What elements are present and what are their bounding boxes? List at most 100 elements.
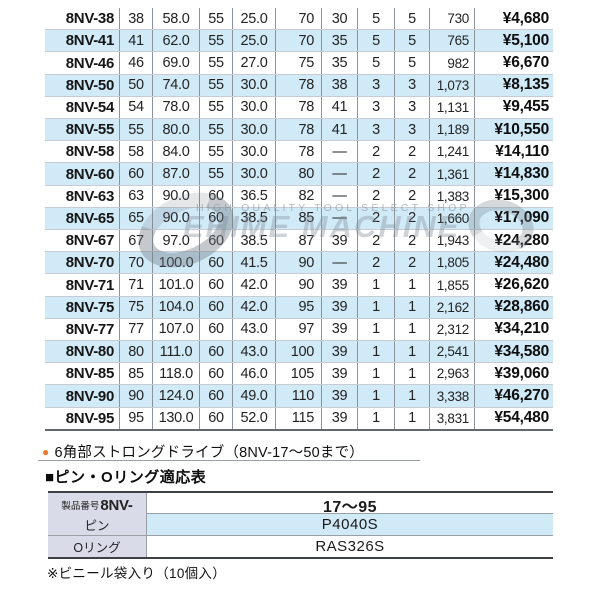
qty1-cell: 2 [358, 141, 395, 163]
length-cell: 69.0 [153, 52, 200, 74]
weight-cell: 2,541 [430, 341, 475, 363]
length-cell: 84.0 [153, 141, 200, 163]
weight-cell: 2,162 [430, 296, 475, 318]
model-cell: 8NV-65 [45, 207, 120, 230]
oring-value: RAS326S [315, 537, 385, 555]
dim1-cell: 60 [200, 185, 233, 207]
oring-label: Oリング [48, 535, 147, 557]
qty1-cell: 2 [358, 230, 395, 252]
size-cell: 55 [120, 119, 153, 141]
length-cell: 58.0 [153, 8, 200, 30]
length-cell: 107.0 [153, 318, 200, 341]
table-row: 8NV-71 71 101.0 60 42.0 90 39 1 1 1,855 … [45, 274, 553, 297]
table-row: 8NV-60 60 87.0 55 30.0 80 — 2 2 1,361 ¥1… [45, 163, 553, 186]
size-cell: 90 [120, 385, 153, 407]
dim2-cell: 38.5 [233, 230, 276, 252]
model-cell: 8NV-77 [45, 318, 120, 341]
dim3-cell: 35 [322, 52, 358, 74]
qty1-cell: 5 [358, 30, 395, 52]
price-cell: ¥46,270 [494, 387, 549, 405]
qty2-cell: 3 [395, 74, 430, 96]
dim2-cell: 36.5 [233, 185, 276, 207]
price-cell: ¥24,280 [494, 231, 549, 249]
qty1-cell: 3 [358, 74, 395, 96]
length-cell: 90.0 [153, 185, 200, 207]
model-cell: 8NV-95 [45, 407, 120, 429]
size-cell: 75 [120, 296, 153, 318]
price-cell: ¥34,210 [494, 320, 549, 338]
length-cell: 80.0 [153, 119, 200, 141]
length-cell: 101.0 [153, 274, 200, 296]
table-row: 8NV-65 65 90.0 60 38.5 85 — 2 2 1,660 ¥1… [45, 207, 553, 231]
dim1-cell: 60 [200, 296, 233, 318]
dim1-cell: 60 [200, 407, 233, 429]
table-row: 8NV-90 90 124.0 60 49.0 110 39 1 1 3,338… [45, 385, 553, 408]
qty1-cell: 2 [358, 185, 395, 207]
dim2-cell: 46.0 [233, 363, 276, 385]
table-row: 8NV-63 63 90.0 60 36.5 82 — 2 2 1,383 ¥1… [45, 185, 553, 208]
hex-drive-note: ● 6角部ストロングドライブ（8NV-17～50まで） [42, 441, 364, 462]
qty2-cell: 1 [395, 318, 430, 341]
weight-cell: 1,383 [430, 185, 475, 207]
qty1-cell: 5 [358, 8, 395, 30]
diameter-cell: 110 [276, 385, 322, 407]
qty2-cell: 1 [395, 274, 430, 296]
dim3-cell: 39 [322, 341, 358, 363]
model-cell: 8NV-75 [45, 296, 120, 318]
qty2-cell: 5 [395, 52, 430, 74]
qty1-cell: 3 [358, 119, 395, 141]
model-number-label-bold: 8NV- [100, 496, 133, 514]
dim1-cell: 55 [200, 8, 233, 30]
dim3-cell: 39 [322, 385, 358, 407]
table-row: 8NV-67 67 97.0 60 38.5 87 39 2 2 1,943 ¥… [45, 230, 553, 253]
dim2-cell: 42.0 [233, 296, 276, 318]
price-cell: ¥54,480 [494, 409, 549, 427]
dim1-cell: 60 [200, 341, 233, 363]
qty1-cell: 2 [358, 252, 395, 274]
table-row: 8NV-41 41 62.0 55 25.0 70 35 5 5 765 ¥5,… [45, 30, 553, 53]
length-cell: 124.0 [153, 385, 200, 407]
price-cell: ¥8,135 [502, 76, 549, 94]
price-cell: ¥28,860 [494, 298, 549, 316]
model-cell: 8NV-54 [45, 96, 120, 119]
pin-table-row-oring: Oリング RAS326S [48, 535, 553, 557]
dim2-cell: 30.0 [233, 96, 276, 119]
model-cell: 8NV-38 [45, 8, 120, 30]
diameter-cell: 82 [276, 185, 322, 207]
qty1-cell: 1 [358, 407, 395, 429]
dim2-cell: 27.0 [233, 52, 276, 74]
size-cell: 50 [120, 74, 153, 96]
qty1-cell: 3 [358, 96, 395, 119]
size-cell: 85 [120, 363, 153, 385]
size-cell: 63 [120, 185, 153, 207]
dim3-cell: — [322, 141, 358, 163]
pin-table-row-model: 製品番号 8NV- 17～95 [48, 493, 553, 517]
size-cell: 71 [120, 274, 153, 296]
dim2-cell: 25.0 [233, 8, 276, 30]
model-cell: 8NV-50 [45, 74, 120, 96]
size-cell: 77 [120, 318, 153, 341]
price-cell: ¥4,680 [502, 9, 549, 27]
weight-cell: 1,660 [430, 207, 475, 230]
table-row: 8NV-77 77 107.0 60 43.0 97 39 1 1 2,312 … [45, 318, 553, 342]
qty1-cell: 1 [358, 296, 395, 318]
weight-cell: 765 [430, 30, 475, 52]
weight-cell: 2,312 [430, 318, 475, 341]
dim2-cell: 25.0 [233, 30, 276, 52]
dim1-cell: 60 [200, 318, 233, 341]
dim1-cell: 60 [200, 274, 233, 296]
dim3-cell: — [322, 207, 358, 230]
length-cell: 104.0 [153, 296, 200, 318]
qty2-cell: 1 [395, 341, 430, 363]
weight-cell: 1,855 [430, 274, 475, 296]
table-row: 8NV-80 80 111.0 60 43.0 100 39 1 1 2,541… [45, 341, 553, 364]
table-row: 8NV-85 85 118.0 60 46.0 105 39 1 1 2,963… [45, 363, 553, 386]
qty2-cell: 5 [395, 30, 430, 52]
pin-table-row-pin: ピン P4040S [48, 514, 553, 536]
table-row: 8NV-95 95 130.0 60 52.0 115 39 1 1 3,831… [45, 407, 553, 429]
diameter-cell: 90 [276, 252, 322, 274]
qty2-cell: 2 [395, 207, 430, 230]
qty1-cell: 1 [358, 341, 395, 363]
weight-cell: 982 [430, 52, 475, 74]
length-cell: 118.0 [153, 363, 200, 385]
